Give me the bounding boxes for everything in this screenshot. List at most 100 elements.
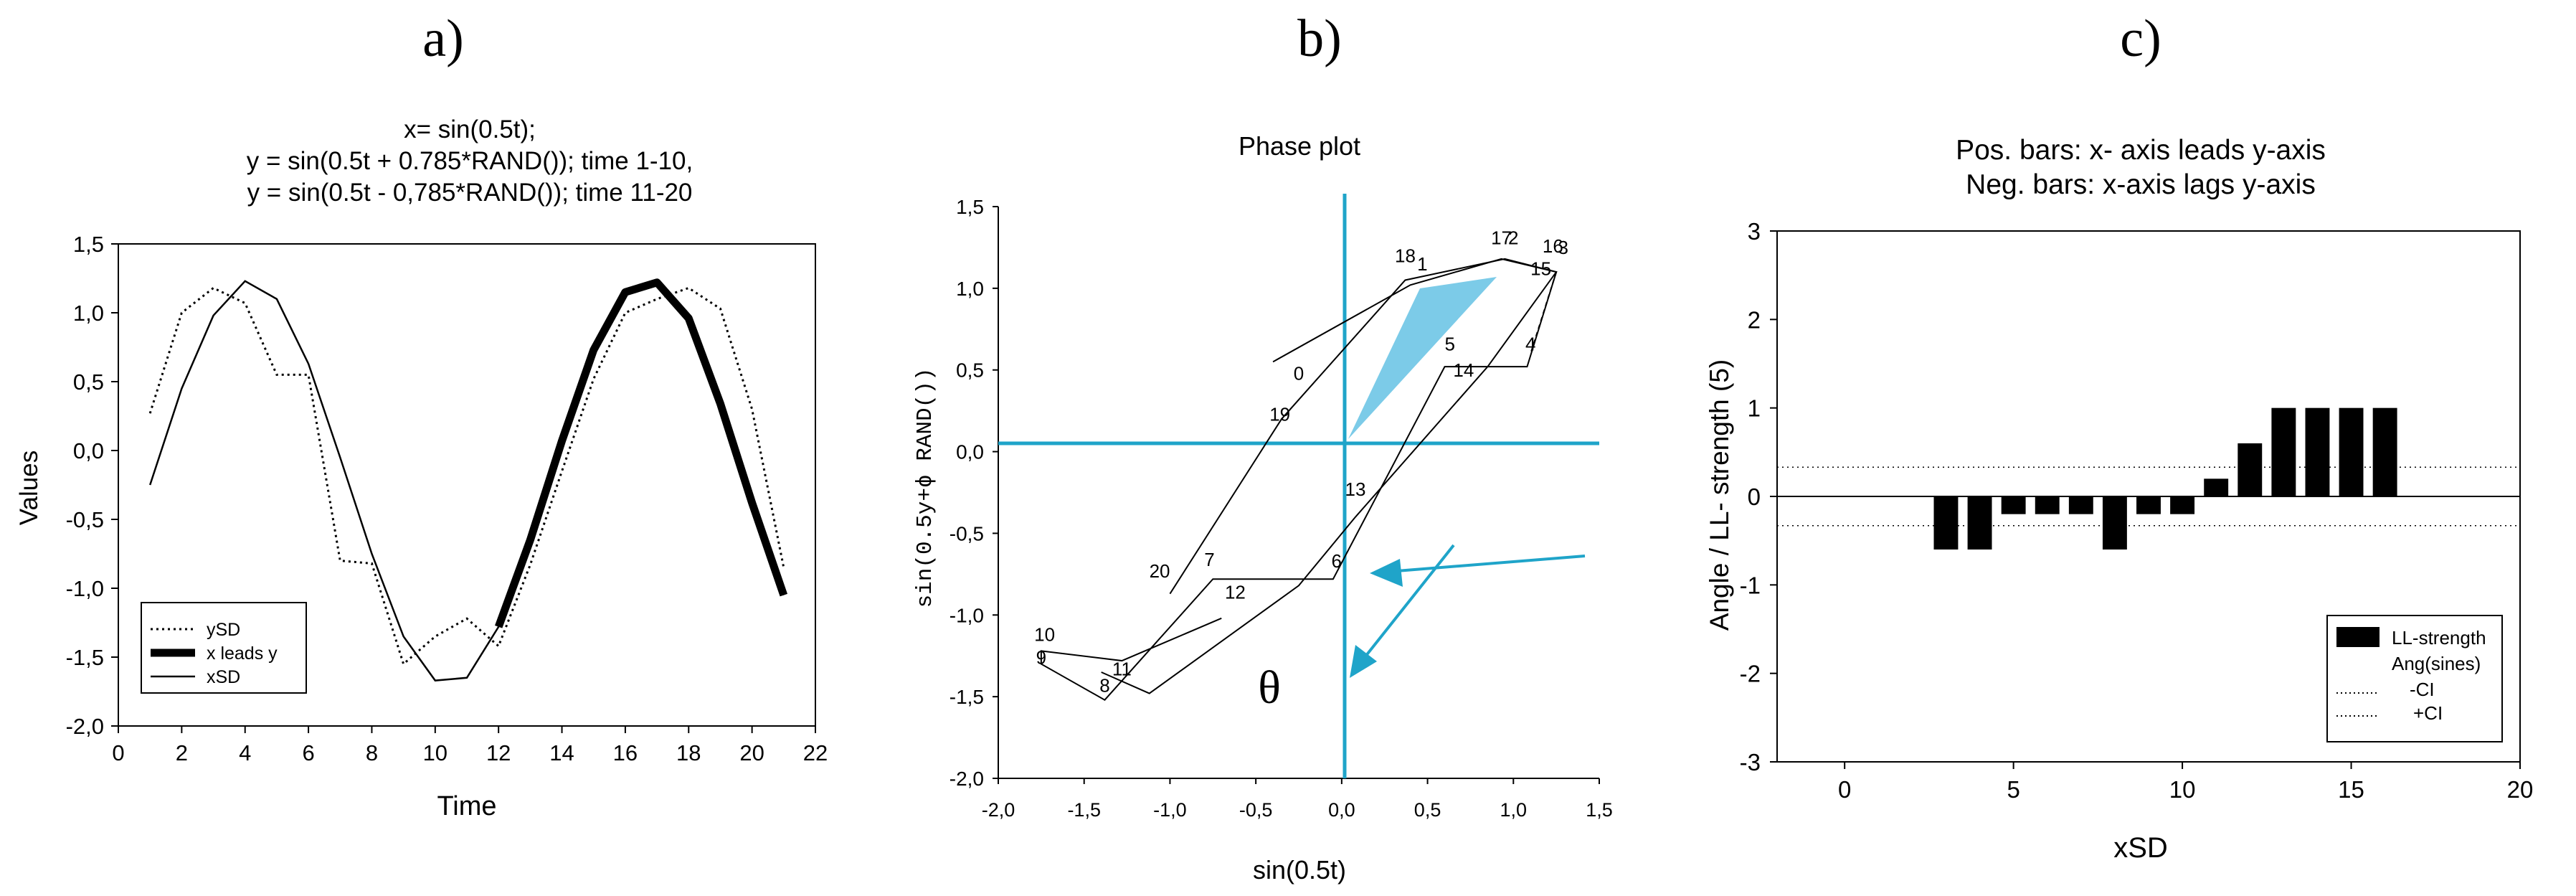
point-label: 2 xyxy=(1508,227,1518,248)
panel-c-y-axis-label: Angle / LL- strength (5) xyxy=(1705,359,1734,631)
panel-a-x-axis-label: Time xyxy=(437,791,496,821)
bar xyxy=(2102,496,2127,550)
y-tick-label: -2,0 xyxy=(66,714,104,739)
panel-a-legend-box xyxy=(141,602,307,694)
y-tick-label: -1,0 xyxy=(66,576,104,601)
panel-a-x-ticks: 0 2 4 6 8 10 12 14 16 18 20 22 xyxy=(112,726,828,765)
y-tick-label: -2 xyxy=(1740,661,1761,687)
arrow-2-shaft xyxy=(1361,544,1455,661)
x-tick-label: 20 xyxy=(739,740,764,765)
panel-b-label: b) xyxy=(1297,9,1342,68)
panel-c-bars xyxy=(1933,407,2397,550)
x-tick-label: 0 xyxy=(1838,776,1851,803)
legend-label-plus-ci: +CI xyxy=(2413,702,2443,724)
y-tick-label: -1,0 xyxy=(950,604,984,626)
x-tick-label: 15 xyxy=(2338,776,2364,803)
y-tick-label: -0,5 xyxy=(66,507,104,532)
x-tick-label: 8 xyxy=(366,740,378,765)
panel-a-plot-frame xyxy=(118,243,816,727)
x-tick-label: 0,0 xyxy=(1328,799,1355,821)
panel-a-label: a) xyxy=(422,9,464,68)
x-tick-label: 2 xyxy=(176,740,188,765)
panel-c-x-axis-label: xSD xyxy=(2113,832,2168,864)
legend-label-ll-strength: LL-strength xyxy=(2392,627,2486,649)
bar xyxy=(2035,496,2060,514)
panel-c-y-ticks: 3 2 1 0 -1 -2 -3 xyxy=(1740,218,1777,775)
series-line-ysd xyxy=(148,286,785,666)
panel-c-legend: LL-strength Ang(sines) -CI +CI xyxy=(2326,615,2503,742)
point-label: 4 xyxy=(1525,333,1535,354)
y-tick-label: 3 xyxy=(1748,218,1761,245)
y-tick-label: 1,5 xyxy=(73,232,104,257)
panel-c-x-ticks: 0 5 10 15 20 xyxy=(1838,762,2533,803)
y-tick-label: 2 xyxy=(1748,306,1761,333)
point-label: 10 xyxy=(1034,624,1055,646)
panel-a-legend: ySD x leads y xSD xyxy=(141,602,307,694)
x-tick-label: -0,5 xyxy=(1239,799,1273,821)
bar xyxy=(2068,496,2093,514)
x-tick-label: 14 xyxy=(549,740,574,765)
trajectory-dashed-segment xyxy=(1530,271,1558,354)
point-label: 19 xyxy=(1269,403,1290,425)
bar xyxy=(2305,407,2330,496)
x-tick-label: 6 xyxy=(302,740,314,765)
panel-a: a) x= sin(0.5t); y = sin(0.5t + 0.785*RA… xyxy=(15,9,828,821)
x-tick-label: 1,0 xyxy=(1500,799,1528,821)
legend-label-ysd: ySD xyxy=(207,620,240,640)
panel-a-title-line-3: y = sin(0.5t - 0,785*RAND()); time 11-20 xyxy=(247,179,693,207)
phase-angle-wedge xyxy=(1348,277,1497,439)
bar xyxy=(2001,496,2026,514)
y-tick-label: 0,5 xyxy=(73,369,104,395)
panel-b-title: Phase plot xyxy=(1239,131,1360,161)
point-label: 3 xyxy=(1558,237,1568,258)
x-tick-label: 0,5 xyxy=(1414,799,1441,821)
panel-c-title-line-2: Neg. bars: x-axis lags y-axis xyxy=(1966,169,2316,200)
x-tick-label: 1,5 xyxy=(1586,799,1613,821)
point-label: 16 xyxy=(1543,235,1563,257)
panel-c-label: c) xyxy=(2120,9,2161,68)
panel-b-y-ticks: 1,5 1,0 0,5 0,0 -0,5 -1,0 -1,5 -2,0 xyxy=(950,196,998,790)
point-label: 9 xyxy=(1036,647,1046,669)
y-tick-label: -1 xyxy=(1740,572,1761,598)
panel-a-title-line-2: y = sin(0.5t + 0.785*RAND()); time 1-10, xyxy=(247,147,693,175)
panel-c-title-line-1: Pos. bars: x- axis leads y-axis xyxy=(1956,135,2326,166)
panel-a-y-axis-label: Values xyxy=(15,451,43,525)
y-tick-label: -3 xyxy=(1740,749,1761,775)
y-tick-label: 1,0 xyxy=(73,301,104,326)
x-tick-label: 10 xyxy=(423,740,448,765)
panel-a-y-ticks: 1,5 1,0 0,5 0,0 -0,5 -1,0 -1,5 -2,0 xyxy=(66,232,118,739)
y-tick-label: 1 xyxy=(1748,395,1761,422)
bar xyxy=(1933,496,1959,550)
panel-b-x-ticks: -2,0 -1,5 -1,0 -0,5 0,0 0,5 1,0 1,5 xyxy=(982,778,1613,821)
x-tick-label: 0 xyxy=(112,740,124,765)
bar xyxy=(2271,407,2296,496)
y-tick-label: -1,5 xyxy=(66,645,104,670)
x-tick-label: 20 xyxy=(2507,776,2534,803)
x-tick-label: 22 xyxy=(803,740,828,765)
point-label: 13 xyxy=(1345,478,1366,500)
bar xyxy=(2136,496,2161,514)
y-tick-label: 0 xyxy=(1748,484,1761,510)
point-label: 5 xyxy=(1444,333,1454,354)
arrow-1-head xyxy=(1370,559,1403,587)
y-tick-label: 0,0 xyxy=(73,438,104,463)
x-tick-label: 16 xyxy=(613,740,638,765)
point-label: 18 xyxy=(1395,245,1416,266)
arrow-2-head xyxy=(1350,645,1377,678)
legend-label-x-leads-y: x leads y xyxy=(207,643,278,664)
x-tick-label: 10 xyxy=(2169,776,2196,803)
point-label: 0 xyxy=(1294,362,1304,384)
panel-b: b) Phase plot 1,51,00,50,0-0,5-1,0-1,5-2… xyxy=(913,9,1613,885)
y-tick-label: 1,5 xyxy=(956,196,984,218)
legend-label-ang-sines: Ang(sines) xyxy=(2392,653,2481,674)
theta-symbol: θ xyxy=(1258,661,1281,714)
arrow-1-shaft xyxy=(1387,555,1586,573)
x-tick-label: -1,0 xyxy=(1153,799,1187,821)
bar xyxy=(2170,496,2195,514)
point-label: 8 xyxy=(1099,674,1109,696)
y-tick-label: 1,0 xyxy=(956,278,984,300)
y-tick-label: -2,0 xyxy=(950,768,984,790)
point-label: 14 xyxy=(1453,359,1474,381)
